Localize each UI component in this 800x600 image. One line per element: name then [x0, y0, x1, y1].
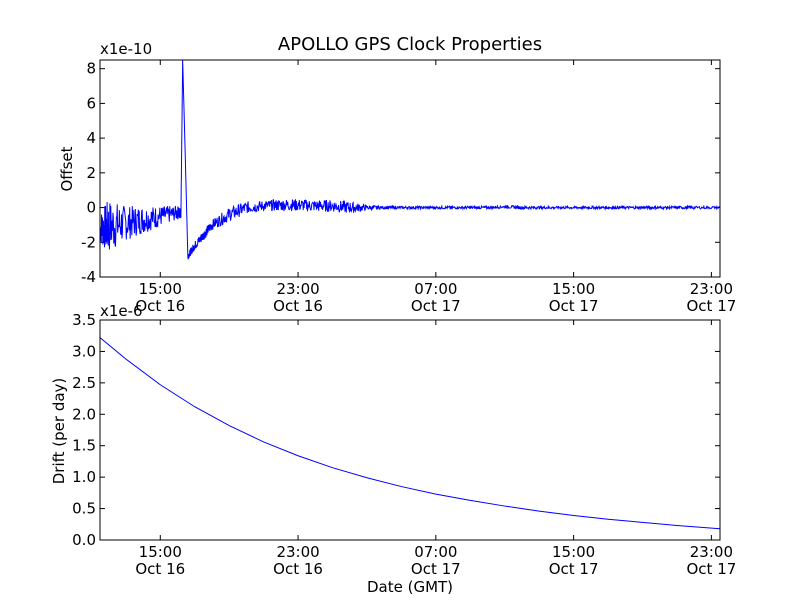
offset-xtick-time: 07:00	[414, 280, 457, 298]
offset-xtick-date: Oct 17	[549, 297, 599, 315]
drift-series	[99, 337, 721, 530]
offset-xtick-time: 15:00	[139, 280, 182, 298]
offset-xtick-date: Oct 17	[686, 297, 736, 315]
offset-ytick-label: 2	[86, 164, 96, 182]
drift-xtick-date: Oct 17	[411, 560, 461, 578]
drift-plot-frame	[99, 319, 721, 541]
offset-multiplier: x1e-10	[100, 40, 152, 58]
drift-xtick-time: 23:00	[690, 543, 733, 561]
drift-panel: Drift (per day) 0.0 0.5 1.0 1.5 2.0 2.5 3.0 3.5…	[50, 302, 736, 596]
drift-multiplier: x1e-6	[100, 302, 143, 320]
offset-xtick-date: Oct 16	[135, 297, 185, 315]
drift-xtick-date: Oct 16	[135, 560, 185, 578]
drift-axis-label: Drift (per day)	[50, 378, 68, 485]
offset-xtick-time: 23:00	[276, 280, 319, 298]
chart-title: APOLLO GPS Clock Properties	[278, 34, 542, 55]
x-axis-label: Date (GMT)	[367, 578, 453, 596]
drift-series-line	[99, 337, 721, 530]
offset-xtick-date: Oct 17	[411, 297, 461, 315]
offset-series-line	[99, 59, 721, 260]
drift-xtick-date: Oct 16	[273, 560, 323, 578]
drift-xtick-time: 23:00	[276, 543, 319, 561]
drift-ytick-label: 0.0	[72, 531, 96, 549]
offset-ytick-label: 4	[86, 129, 96, 147]
drift-ytick-label: 2.5	[72, 374, 96, 392]
offset-series	[99, 59, 721, 260]
drift-xtick-time: 07:00	[414, 543, 457, 561]
drift-xtick-date: Oct 17	[549, 560, 599, 578]
offset-ytick-label: 6	[86, 94, 96, 112]
offset-xtick-date: Oct 16	[273, 297, 323, 315]
drift-xtick-date: Oct 17	[686, 560, 736, 578]
offset-ytick-label: 8	[86, 60, 96, 78]
offset-ytick-label: -2	[81, 233, 96, 251]
drift-ytick-label: 3.5	[72, 311, 96, 329]
drift-ytick-label: 0.5	[72, 500, 96, 518]
drift-xtick-time: 15:00	[139, 543, 182, 561]
offset-axis-label: Offset	[58, 146, 76, 191]
offset-plot-frame	[99, 59, 721, 278]
offset-ytick-label: 0	[86, 199, 96, 217]
drift-xtick-time: 15:00	[552, 543, 595, 561]
offset-ytick-label: -4	[81, 268, 96, 286]
drift-ytick-label: 1.5	[72, 437, 96, 455]
drift-ytick-label: 2.0	[72, 405, 96, 423]
offset-xtick-time: 15:00	[552, 280, 595, 298]
drift-ytick-label: 1.0	[72, 468, 96, 486]
offset-xtick-time: 23:00	[690, 280, 733, 298]
drift-ytick-label: 3.0	[72, 342, 96, 360]
